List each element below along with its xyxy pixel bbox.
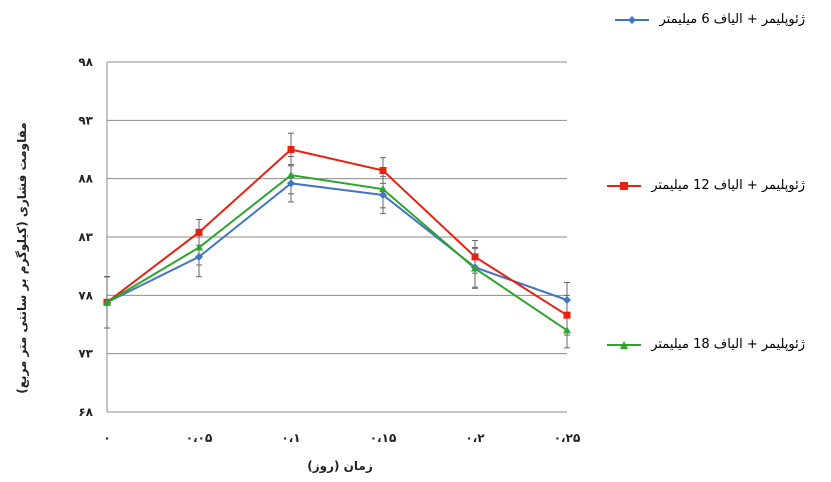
- y-tick-label: ۶۸: [78, 405, 93, 419]
- legend-entry-12mm: ژئوپلیمر + الیاف 12 میلیمتر: [600, 178, 805, 194]
- x-axis-title: زمان (روز): [307, 459, 373, 474]
- y-axis-title: مقاومت فشاری (کیلوگرم بر سانتی متر مربع): [15, 122, 30, 393]
- series-layer: [103, 146, 571, 334]
- legend-marker-diamond: [615, 15, 650, 24]
- y-tick-label: ۹۳: [78, 113, 93, 127]
- y-tick-label: ۷۸: [78, 288, 93, 302]
- data-point: [471, 253, 479, 261]
- data-point: [563, 311, 571, 319]
- legend-marker-square: [607, 181, 642, 190]
- data-point: [195, 243, 203, 251]
- data-point: [195, 252, 203, 261]
- data-point: [287, 179, 295, 188]
- y-tick-label: ۸۳: [78, 230, 93, 244]
- data-point: [471, 264, 479, 272]
- data-point: [379, 191, 387, 199]
- series-line-1: [106, 148, 568, 317]
- legend-label: ژئوپلیمر + الیاف 18 میلیمتر: [651, 337, 805, 352]
- x-tick-label: ۰: [103, 431, 110, 445]
- data-point: [287, 146, 295, 153]
- series-line-2: [106, 174, 568, 332]
- data-point: [379, 167, 387, 174]
- data-point: [379, 185, 387, 193]
- series-line-0: [106, 182, 568, 304]
- gridlines: [107, 61, 567, 413]
- axes: ۶۸ ۷۳ ۷۸ ۸۳ ۸۸ ۹۳ ۹۸ ۰ ۰،۰۵ ۰،۱ ۰،۱۵ ۰،۲ ۰،۲۵: [78, 55, 580, 445]
- legend-entry-18mm: ژئوپلیمر + الیاف 18 میلیمتر: [600, 337, 805, 353]
- x-tick-label: ۰،۲۵: [554, 431, 581, 445]
- error-bars: [104, 132, 570, 349]
- y-tick-label: ۸۸: [78, 172, 93, 186]
- legend-label: ژئوپلیمر + الیاف 12 میلیمتر: [651, 178, 805, 193]
- data-point: [563, 296, 571, 304]
- data-point: [103, 298, 111, 306]
- x-tick-label: ۰،۰۵: [186, 431, 213, 445]
- data-point: [563, 326, 571, 334]
- x-tick-label: ۰،۱: [281, 431, 300, 445]
- legend-marker-triangle: [607, 340, 642, 349]
- legend-entry-6mm: ژئوپلیمر + الیاف 6 میلیمتر: [600, 12, 805, 28]
- data-point: [195, 228, 203, 236]
- x-tick-label: ۰،۱۵: [370, 431, 397, 445]
- y-tick-label: ۷۳: [78, 347, 93, 361]
- y-tick-label: ۹۸: [78, 55, 93, 69]
- legend-label: ژئوپلیمر + الیاف 6 میلیمتر: [659, 12, 805, 27]
- data-point: [287, 171, 295, 179]
- x-tick-label: ۰،۲: [465, 431, 485, 445]
